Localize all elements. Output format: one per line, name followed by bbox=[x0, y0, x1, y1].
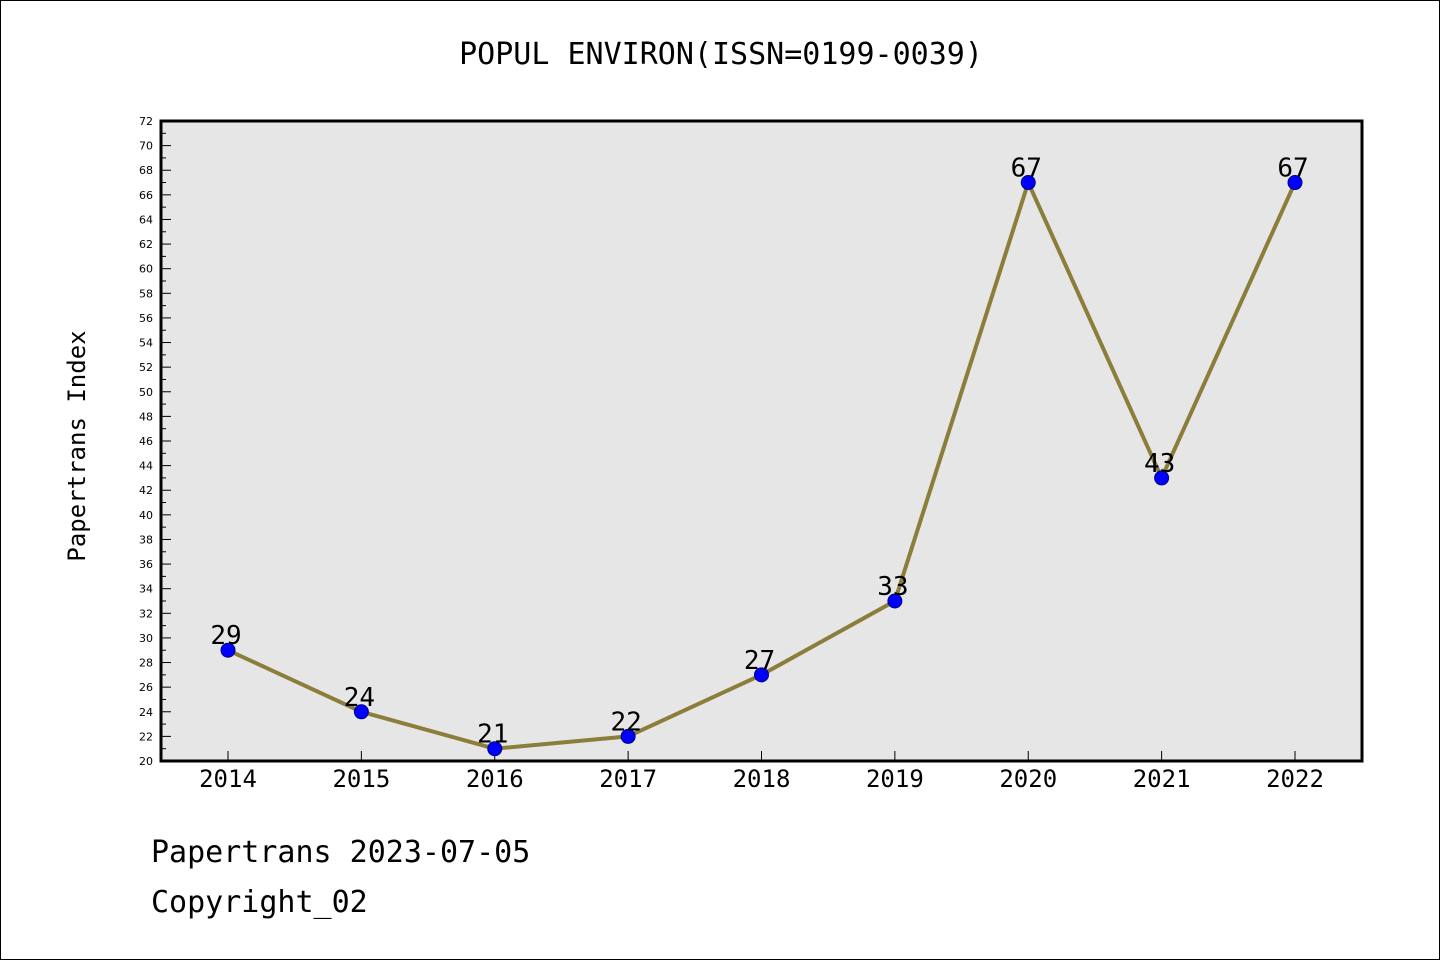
x-tick-label: 2021 bbox=[1133, 765, 1191, 793]
footer-copyright: Copyright_02 bbox=[151, 885, 368, 920]
data-label: 43 bbox=[1144, 449, 1175, 479]
y-tick-label: 40 bbox=[139, 509, 153, 522]
y-tick-label: 36 bbox=[139, 558, 153, 571]
plot-area bbox=[161, 121, 1362, 761]
y-tick-label: 54 bbox=[139, 337, 153, 350]
data-point bbox=[1020, 175, 1036, 191]
y-tick-label: 52 bbox=[139, 361, 153, 374]
x-axis: 2014 2015 2016 2017 2018 2019 2020 2021 2022 bbox=[199, 751, 1324, 793]
y-tick-label: 68 bbox=[139, 164, 153, 177]
data-label: 29 bbox=[210, 621, 241, 651]
data-point bbox=[754, 667, 769, 683]
data-label: 33 bbox=[877, 572, 908, 602]
y-tick-label: 70 bbox=[139, 140, 153, 153]
x-tick-label: 2018 bbox=[733, 765, 791, 793]
data-point bbox=[887, 593, 903, 609]
data-point bbox=[353, 704, 369, 720]
data-point bbox=[1154, 470, 1170, 486]
data-label: 21 bbox=[477, 720, 508, 750]
y-tick-label: 24 bbox=[139, 706, 153, 719]
y-tick-label: 30 bbox=[139, 632, 153, 645]
y-tick-label: 64 bbox=[139, 213, 153, 226]
y-tick-label: 22 bbox=[139, 730, 153, 743]
y-tick-label: 62 bbox=[139, 238, 153, 251]
data-point-group bbox=[220, 175, 1303, 757]
y-tick-label: 20 bbox=[139, 755, 153, 768]
data-label: 22 bbox=[610, 707, 641, 737]
y-tick-label: 46 bbox=[139, 435, 153, 448]
x-tick-label: 2020 bbox=[999, 765, 1057, 793]
y-tick-label: 44 bbox=[139, 460, 153, 473]
y-tick-label: 48 bbox=[139, 410, 153, 423]
y-tick-label: 38 bbox=[139, 533, 153, 546]
data-label: 67 bbox=[1277, 154, 1308, 184]
y-tick-label: 42 bbox=[139, 484, 153, 497]
data-label: 24 bbox=[344, 683, 375, 713]
x-tick-label: 2016 bbox=[466, 765, 524, 793]
y-tick-label: 58 bbox=[139, 287, 153, 300]
data-point bbox=[1287, 175, 1303, 191]
plot-border bbox=[159, 119, 1364, 763]
data-point bbox=[220, 642, 236, 658]
y-tick-label: 56 bbox=[139, 312, 153, 325]
y-tick-label: 28 bbox=[139, 657, 153, 670]
x-tick-label: 2014 bbox=[199, 765, 257, 793]
y-tick-label: 60 bbox=[139, 263, 153, 276]
data-point bbox=[620, 728, 636, 744]
footer-date: Papertrans 2023-07-05 bbox=[151, 835, 531, 870]
y-tick-label: 26 bbox=[139, 681, 153, 694]
y-axis: 20 22 24 26 28 30 32 34 36 38 40 42 44 46 48 50 52 54 56 58… bbox=[139, 115, 171, 768]
x-tick-label: 2019 bbox=[866, 765, 924, 793]
x-tick-label: 2017 bbox=[599, 765, 657, 793]
data-label: 67 bbox=[1011, 154, 1042, 184]
data-label: 27 bbox=[744, 646, 775, 676]
data-point bbox=[487, 741, 503, 757]
y-tick-label: 34 bbox=[139, 583, 153, 596]
data-label-group: 29 24 21 22 27 33 67 43 67 bbox=[210, 154, 1308, 750]
y-tick-label: 66 bbox=[139, 189, 153, 202]
x-tick-label: 2022 bbox=[1266, 765, 1324, 793]
y-tick-label: 32 bbox=[139, 607, 153, 620]
y-tick-label: 72 bbox=[139, 115, 153, 128]
y-tick-label: 50 bbox=[139, 386, 153, 399]
chart-title: POPUL ENVIRON(ISSN=0199-0039) bbox=[459, 37, 983, 72]
x-tick-label: 2015 bbox=[332, 765, 390, 793]
